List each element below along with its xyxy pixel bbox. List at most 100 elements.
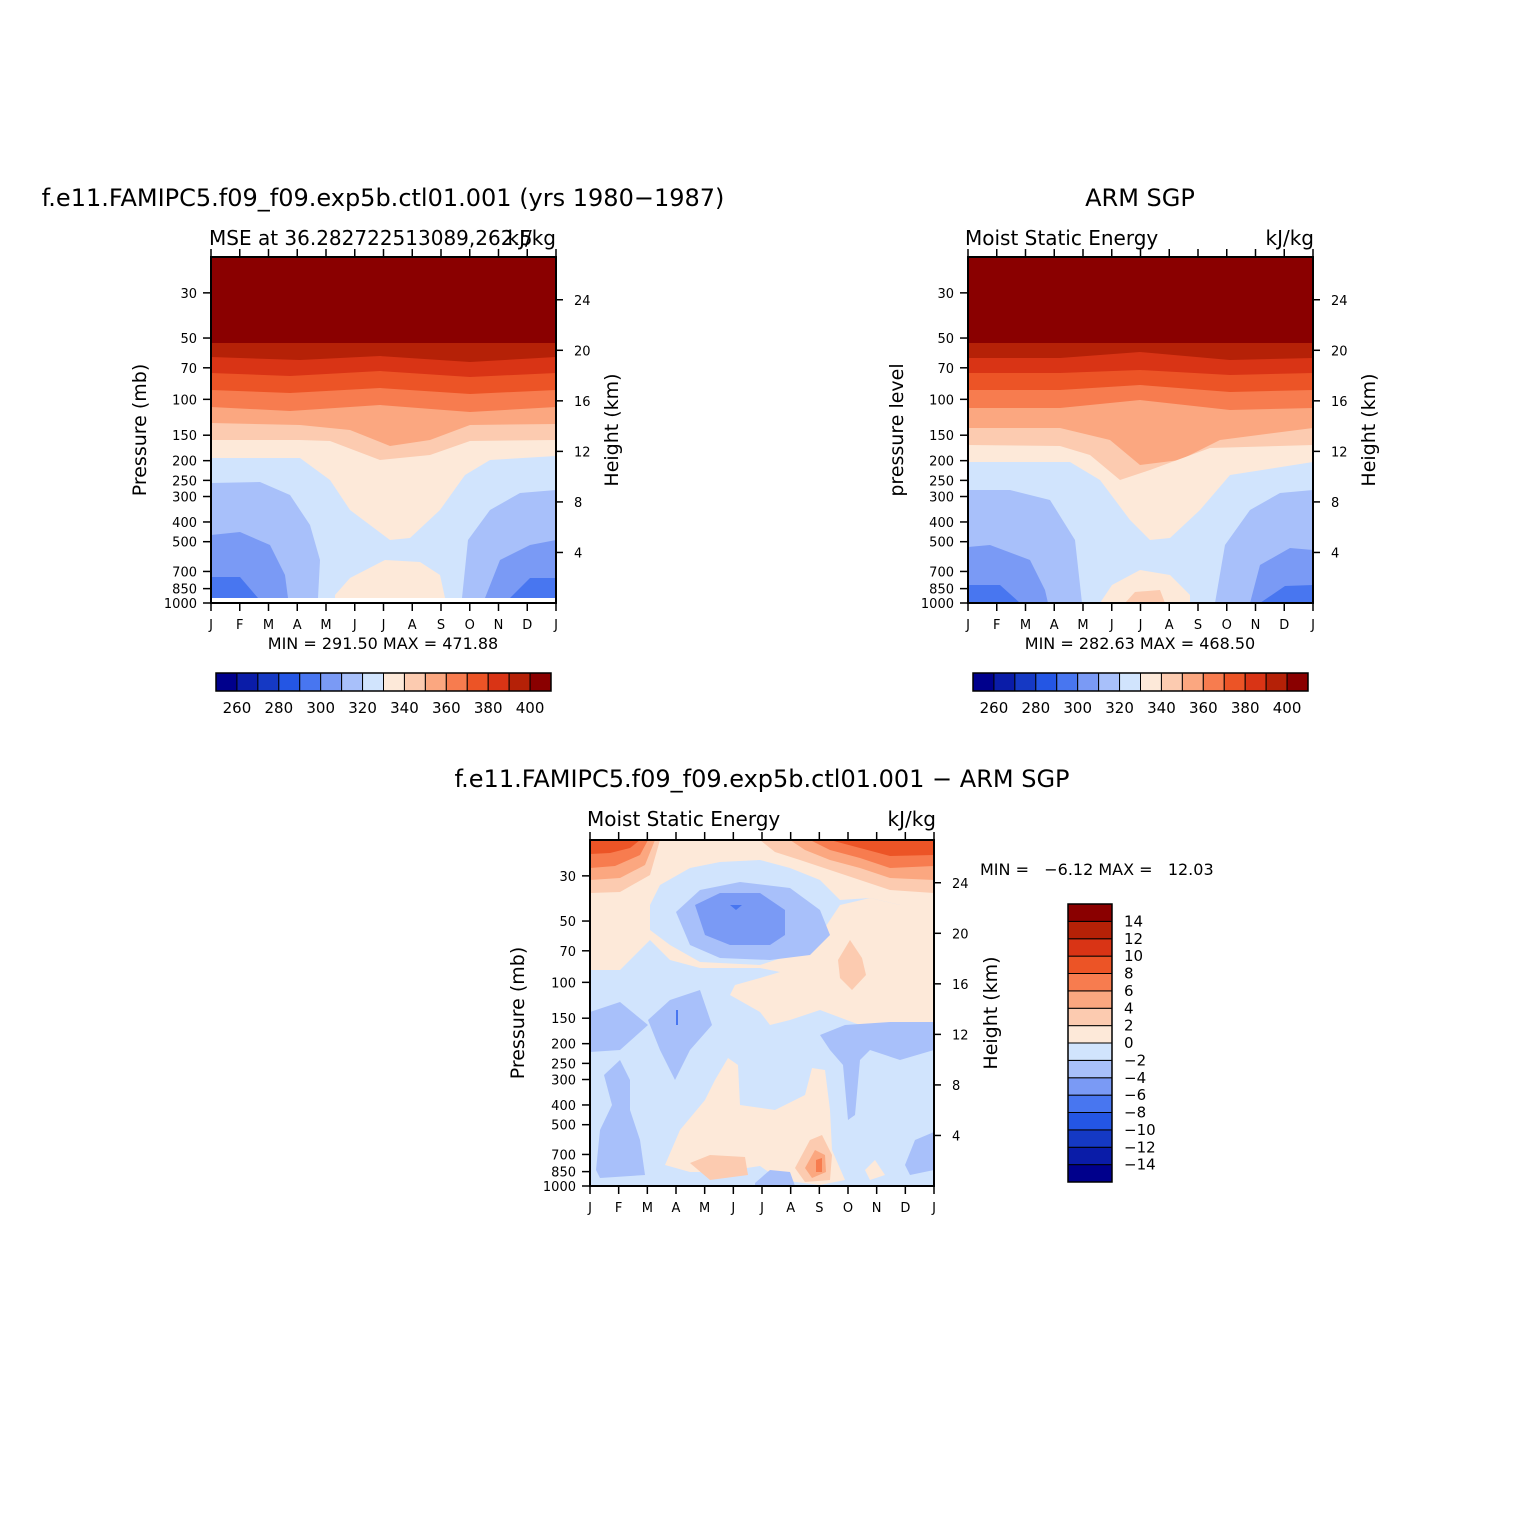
colorbar-label: 8 bbox=[1124, 965, 1134, 983]
y-tick-label: 300 bbox=[551, 1074, 576, 1089]
y-tick-label: 1000 bbox=[543, 1180, 576, 1195]
x-tick-label: N bbox=[494, 618, 504, 633]
colorbar-swatch bbox=[1067, 1042, 1113, 1061]
colorbar-label: 14 bbox=[1124, 912, 1143, 930]
model-panel-left-string: MSE at 36.282722513089,262.5 bbox=[209, 226, 533, 250]
y-tick-label: 700 bbox=[929, 565, 954, 580]
x-tick-label: A bbox=[1050, 618, 1059, 633]
colorbar-swatch bbox=[278, 672, 301, 692]
y-tick-label: 200 bbox=[551, 1038, 576, 1053]
observation-panel-minmax: MIN = 282.63 MAX = 468.50 bbox=[1025, 634, 1255, 653]
observation-panel: ARM SGP Moist Static Energy kJ/kg J F M A M J… bbox=[886, 184, 1380, 717]
x-tick-label: S bbox=[437, 618, 445, 633]
y-tick-label: 300 bbox=[929, 491, 954, 506]
y-right-tick-label: 16 bbox=[574, 395, 591, 410]
colorbar-swatch bbox=[1119, 672, 1141, 692]
colorbar-label: 320 bbox=[348, 699, 377, 717]
colorbar-label: 380 bbox=[1231, 699, 1260, 717]
colorbar-swatch bbox=[1244, 672, 1267, 692]
y-right-tick-label: 20 bbox=[1331, 344, 1348, 359]
x-tick-label: M bbox=[320, 618, 331, 633]
colorbar-label: 280 bbox=[1021, 699, 1050, 717]
x-tick-label: J bbox=[553, 618, 558, 633]
colorbar-label: −10 bbox=[1124, 1121, 1156, 1139]
difference-panel-ylabel-right: Height (km) bbox=[980, 956, 1002, 1069]
colorbar-swatch bbox=[1067, 973, 1113, 992]
colorbar-label: 400 bbox=[1273, 699, 1302, 717]
x-tick-label: M bbox=[642, 1201, 653, 1216]
model-panel-right-y-tick-labels: 24 20 16 12 8 4 bbox=[574, 294, 591, 562]
colorbar-swatch bbox=[1067, 903, 1113, 922]
colorbar-swatch bbox=[1067, 920, 1113, 940]
colorbar-swatch bbox=[236, 672, 259, 692]
colorbar-swatch bbox=[1202, 672, 1225, 692]
colorbar-label: 300 bbox=[306, 699, 335, 717]
x-tick-label: J bbox=[208, 618, 213, 633]
y-tick-label: 500 bbox=[172, 536, 197, 551]
x-tick-label: F bbox=[236, 618, 243, 633]
colorbar-swatch bbox=[1067, 1059, 1113, 1079]
model-panel-contours bbox=[210, 256, 557, 604]
observation-panel-title: ARM SGP bbox=[1085, 184, 1195, 212]
y-tick-label: 70 bbox=[559, 945, 576, 960]
colorbar-swatch bbox=[1067, 1077, 1113, 1096]
model-panel-ylabel: Pressure (mb) bbox=[129, 364, 151, 497]
y-tick-label: 400 bbox=[551, 1099, 576, 1114]
difference-panel-ylabel: Pressure (mb) bbox=[507, 947, 529, 1080]
colorbar-label: 260 bbox=[980, 699, 1009, 717]
difference-panel-left-string: Moist Static Energy bbox=[587, 807, 780, 831]
x-tick-label: J bbox=[1109, 618, 1114, 633]
colorbar-swatch bbox=[1035, 672, 1058, 692]
colorbar-swatch bbox=[487, 672, 510, 692]
colorbar-swatch bbox=[972, 672, 995, 692]
x-tick-label: A bbox=[408, 618, 417, 633]
colorbar-label: 10 bbox=[1124, 947, 1143, 965]
colorbar-swatch bbox=[1067, 1129, 1113, 1148]
model-panel-axis-ticks bbox=[203, 249, 563, 611]
y-right-tick-label: 20 bbox=[574, 344, 591, 359]
y-tick-label: 400 bbox=[929, 516, 954, 531]
y-tick-label: 1000 bbox=[164, 597, 197, 612]
y-right-tick-label: 4 bbox=[574, 546, 582, 561]
colorbar-swatch bbox=[299, 672, 322, 692]
colorbar-frame bbox=[1067, 903, 1113, 1183]
observation-panel-contours bbox=[967, 256, 1314, 604]
y-tick-label: 250 bbox=[929, 474, 954, 489]
y-right-tick-label: 24 bbox=[952, 877, 969, 892]
x-tick-label: O bbox=[843, 1201, 853, 1216]
y-tick-label: 400 bbox=[172, 516, 197, 531]
colorbar-swatch bbox=[341, 672, 364, 692]
y-right-tick-label: 8 bbox=[952, 1079, 960, 1094]
x-tick-label: J bbox=[1310, 618, 1315, 633]
difference-panel-right-y-tick-labels: 24 20 16 12 8 4 bbox=[952, 877, 969, 1145]
x-tick-label: J bbox=[587, 1201, 592, 1216]
x-tick-label: J bbox=[965, 618, 970, 633]
y-tick-label: 850 bbox=[929, 583, 954, 598]
colorbar-label: 300 bbox=[1063, 699, 1092, 717]
colorbar-label: 340 bbox=[390, 699, 419, 717]
y-tick-label: 300 bbox=[172, 491, 197, 506]
colorbar-label: 380 bbox=[474, 699, 503, 717]
colorbar-label: 260 bbox=[223, 699, 252, 717]
colorbar-label: 0 bbox=[1124, 1034, 1134, 1052]
y-tick-label: 150 bbox=[929, 429, 954, 444]
colorbar-swatch bbox=[1067, 990, 1113, 1009]
colorbar-label: 280 bbox=[264, 699, 293, 717]
y-right-tick-label: 12 bbox=[952, 1028, 969, 1043]
colorbar-swatch bbox=[1067, 955, 1113, 974]
colorbar-label: −2 bbox=[1124, 1051, 1146, 1069]
colorbar-label: 2 bbox=[1124, 1017, 1134, 1035]
y-tick-label: 70 bbox=[937, 362, 954, 377]
y-tick-label: 100 bbox=[929, 393, 954, 408]
x-tick-label: S bbox=[1194, 618, 1202, 633]
y-tick-label: 30 bbox=[180, 287, 197, 302]
colorbar-label: 340 bbox=[1147, 699, 1176, 717]
colorbar-swatch bbox=[362, 672, 384, 692]
y-right-tick-label: 20 bbox=[952, 927, 969, 942]
colorbar-label: −12 bbox=[1124, 1138, 1156, 1156]
x-tick-label: D bbox=[900, 1201, 910, 1216]
x-tick-label: M bbox=[1077, 618, 1088, 633]
